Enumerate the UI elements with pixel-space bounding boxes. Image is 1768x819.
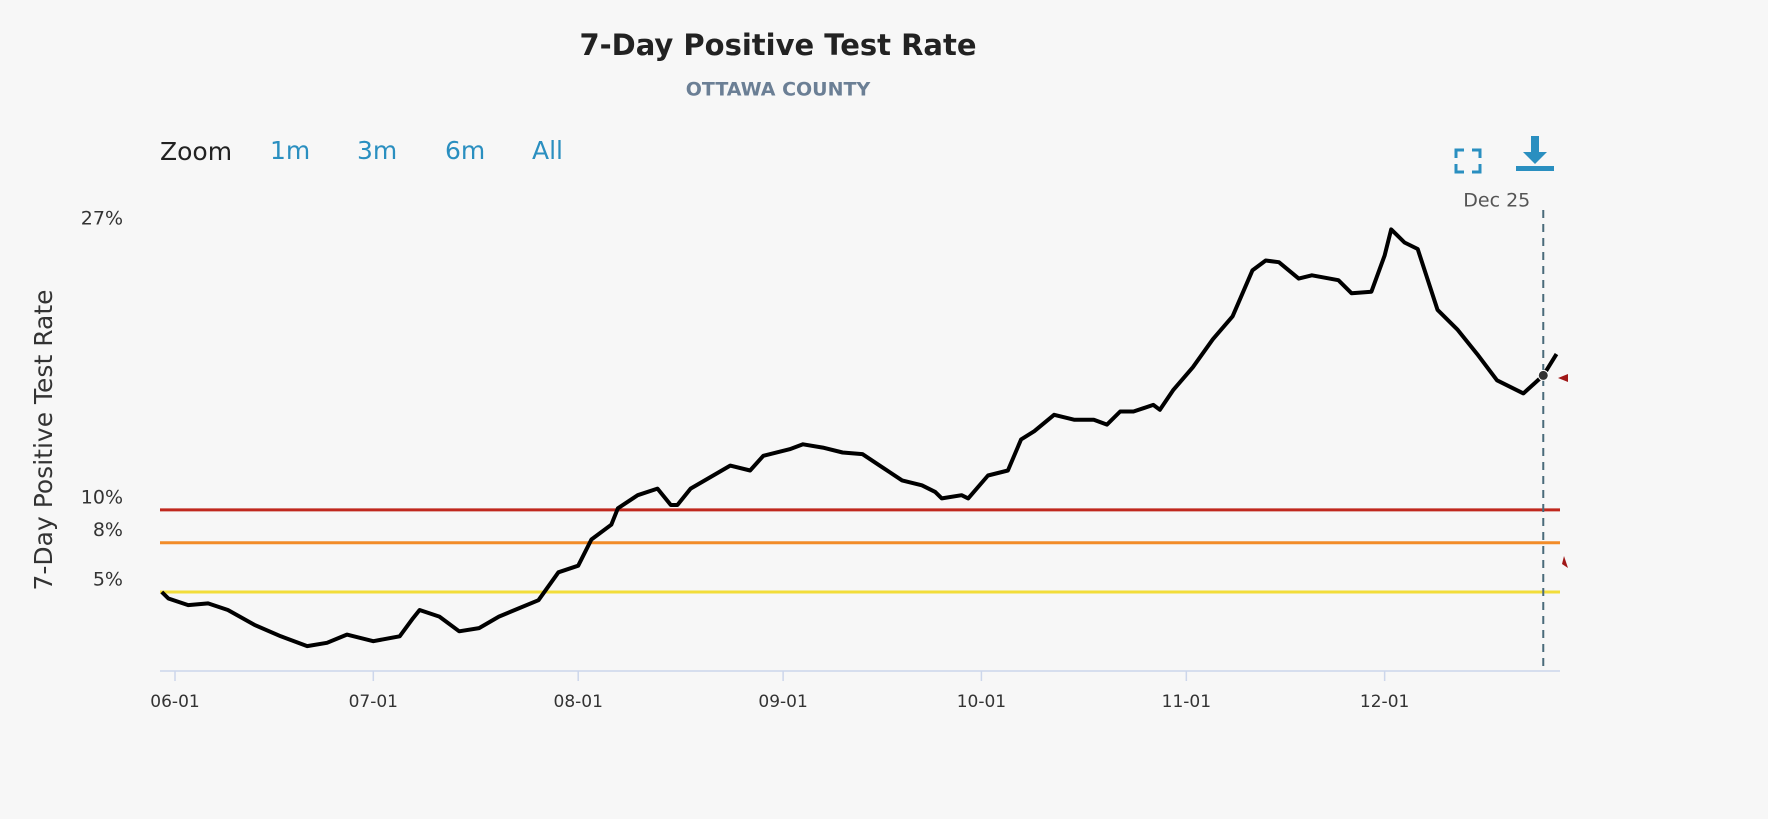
offscreen-arrow: [1562, 556, 1568, 568]
y-tick-label: 5%: [93, 568, 123, 590]
x-tick-label: 12-01: [1360, 692, 1409, 712]
x-tick-label: 11-01: [1162, 692, 1211, 712]
y-tick-label: 10%: [81, 486, 123, 508]
chart-title: 7-Day Positive Test Rate: [579, 28, 976, 62]
y-tick-label: 27%: [81, 208, 123, 230]
x-tick-label: 06-01: [150, 692, 199, 712]
y-axis-title: 7-Day Positive Test Rate: [29, 289, 58, 590]
data-line: [160, 227, 1559, 649]
download-icon[interactable]: [1516, 136, 1554, 171]
x-tick-label: 07-01: [349, 692, 398, 712]
x-tick-label: 09-01: [758, 692, 807, 712]
zoom-button[interactable]: 1m: [270, 136, 310, 165]
zoom-button[interactable]: All: [532, 136, 563, 165]
crosshair-label: Dec 25: [1463, 190, 1530, 212]
x-tick-label: 08-01: [554, 692, 603, 712]
y-tick-label: 8%: [93, 519, 123, 541]
fullscreen-icon[interactable]: [1454, 148, 1482, 174]
zoom-button[interactable]: 3m: [357, 136, 397, 165]
x-tick-label: 10-01: [957, 692, 1006, 712]
zoom-button[interactable]: 6m: [445, 136, 485, 165]
zoom-label: Zoom: [160, 137, 232, 166]
chart-subtitle: OTTAWA COUNTY: [686, 79, 871, 101]
offscreen-arrow: [1558, 374, 1568, 382]
hover-marker: [1537, 369, 1549, 381]
